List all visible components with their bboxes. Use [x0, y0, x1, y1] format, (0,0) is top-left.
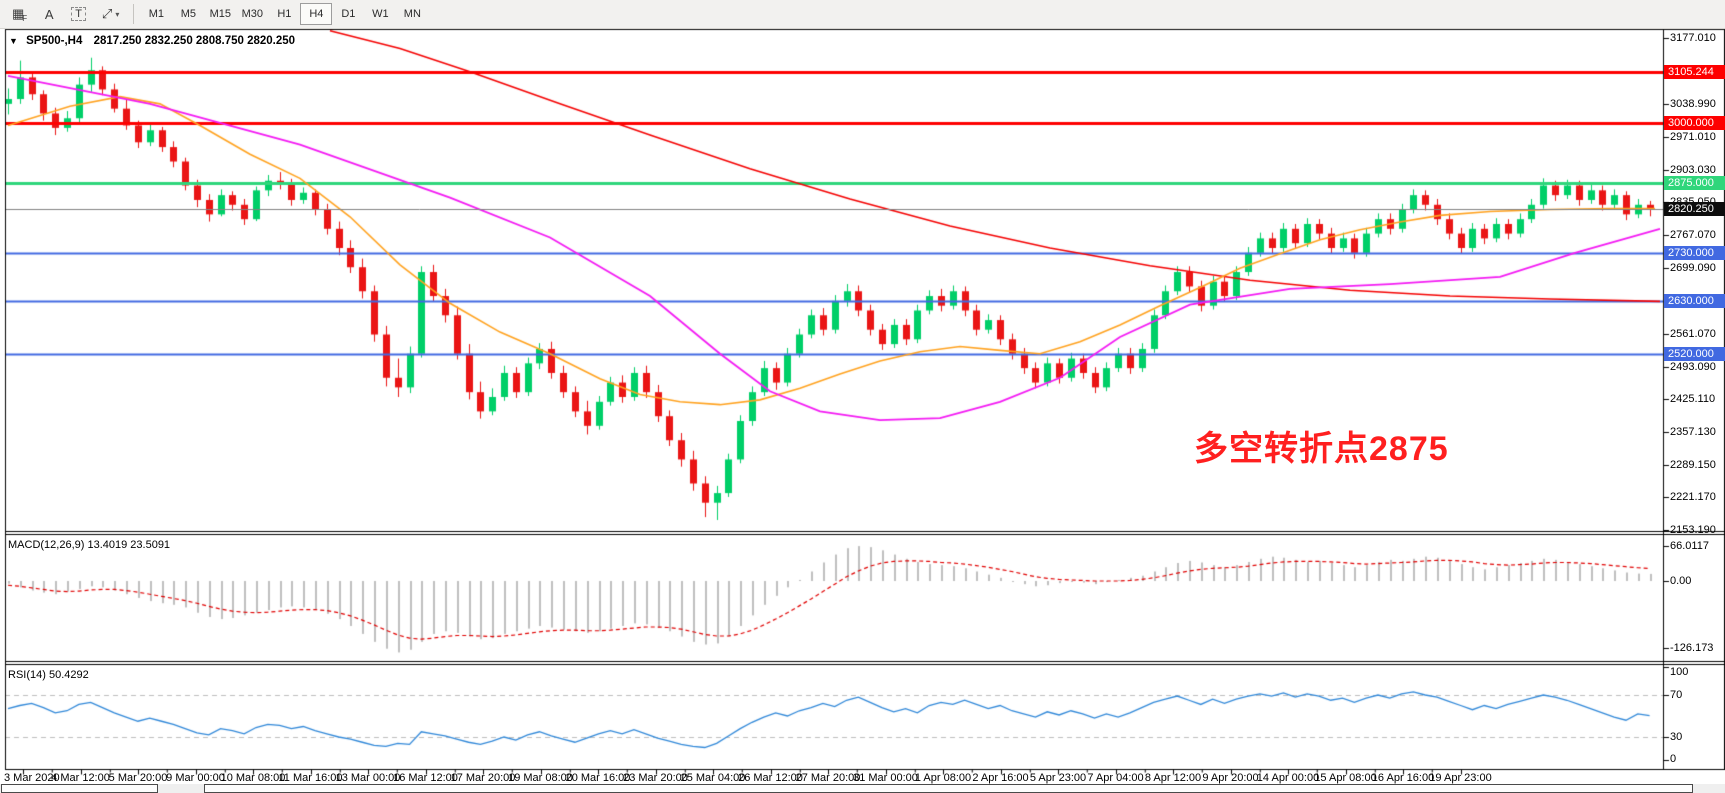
price-level-badge-2730.000: 2730.000	[1664, 245, 1725, 260]
time-axis-label: 19 Apr 23:00	[1429, 772, 1492, 784]
time-axis-label: 16 Apr 16:00	[1371, 772, 1435, 784]
time-axis-label: 20 Mar 16:00	[565, 772, 631, 784]
time-axis-label: 4 Mar 12:00	[51, 772, 110, 784]
time-axis-label: 11 Mar 16:00	[278, 772, 343, 784]
symbol-dropdown-icon[interactable]: ▼	[9, 36, 18, 46]
macd-axis-label: -126.173	[1670, 641, 1714, 654]
price-axis-label: 2561.070	[1670, 327, 1716, 340]
timeframe-button-h1[interactable]: H1	[268, 3, 300, 25]
timeframe-button-mn[interactable]: MN	[396, 3, 428, 25]
macd-indicator-label: MACD(12,26,9) 13.4019 23.5091	[8, 539, 171, 551]
timeframe-button-m5[interactable]: M5	[172, 3, 204, 25]
price-axis-label: 2153.190	[1670, 524, 1716, 536]
price-axis-label: 2699.090	[1670, 261, 1716, 274]
horizontal-scrollbar-thumb[interactable]	[204, 784, 1693, 793]
time-axis-label: 8 Apr 12:00	[1144, 772, 1202, 784]
cursor-mode-icon[interactable]: ⤢ ▾	[95, 3, 126, 25]
text-annotation-icon[interactable]: A	[36, 3, 62, 25]
time-axis-label: 19 Mar 08:00	[508, 772, 573, 784]
time-axis-label: 15 Apr 08:00	[1314, 772, 1377, 784]
timeframe-button-m15[interactable]: M15	[204, 3, 236, 25]
time-axis-label: 1 Apr 08:00	[914, 772, 972, 784]
chart-header[interactable]: ▼ SP500-,H4 2817.250 2832.250 2808.750 2…	[9, 35, 295, 47]
time-axis-label: 13 Mar 00:00	[335, 772, 401, 784]
price-level-badge-2875.000: 2875.000	[1664, 176, 1725, 191]
time-axis-label: 16 Mar 12:00	[393, 772, 458, 784]
timeframe-button-h4[interactable]: H4	[300, 3, 333, 25]
price-level-badge-3105.244: 3105.244	[1664, 65, 1725, 80]
text-box-icon[interactable]: T	[64, 3, 93, 25]
time-axis-label: 7 Apr 04:00	[1087, 772, 1144, 784]
price-axis-label: 2289.150	[1670, 458, 1716, 471]
time-axis-label: 17 Mar 20:00	[450, 772, 516, 784]
price-level-badge-2820.250: 2820.250	[1664, 202, 1725, 217]
price-axis-label: 2903.030	[1670, 163, 1716, 176]
price-level-badge-2520.000: 2520.000	[1664, 346, 1725, 361]
timeframe-button-w1[interactable]: W1	[364, 3, 396, 25]
timeframe-button-m1[interactable]: M1	[140, 3, 172, 25]
time-axis-label: 10 Mar 08:00	[220, 772, 286, 784]
price-axis-label: 2971.010	[1670, 131, 1716, 143]
rsi-axis-label: 100	[1670, 666, 1689, 678]
templates-grid-icon[interactable]: ▦ F	[5, 3, 34, 25]
time-axis-label: 14 Apr 00:00	[1256, 772, 1320, 784]
price-axis-label: 2493.090	[1670, 360, 1716, 373]
time-axis-label: 31 Mar 00:00	[853, 772, 918, 784]
macd-axis-label: 0.00	[1670, 575, 1692, 587]
rsi-axis-label: 0	[1670, 753, 1677, 765]
price-axis-label: 2767.070	[1670, 229, 1716, 241]
time-axis-label: 23 Mar 20:00	[623, 772, 688, 784]
time-axis-label: 26 Mar 12:00	[738, 772, 803, 784]
rsi-axis-label: 30	[1670, 731, 1683, 743]
price-axis-label: 3038.990	[1670, 98, 1716, 111]
time-axis-label: 9 Apr 20:00	[1202, 772, 1259, 784]
tool-button-group: ▦ F A T ⤢ ▾	[4, 3, 127, 25]
time-axis-label: 25 Mar 04:00	[680, 772, 746, 784]
timeframe-button-m30[interactable]: M30	[236, 3, 268, 25]
toolbar: ▦ F A T ⤢ ▾ M1 M5 M15 M30 H1 H4 D1 W1 MN	[0, 0, 1725, 29]
timeframe-button-d1[interactable]: D1	[332, 3, 364, 25]
time-axis-label: 3 Mar 2020	[4, 772, 60, 784]
chart-annotation-text: 多空转折点2875	[1194, 430, 1449, 468]
scrollbar-left-segment[interactable]	[1, 784, 158, 793]
price-axis-label: 2357.130	[1670, 425, 1716, 438]
symbol-period-label: SP500-,H4	[26, 35, 83, 47]
time-axis-label: 5 Mar 20:00	[108, 772, 168, 784]
timeframe-button-group: M1 M5 M15 M30 H1 H4 D1 W1 MN	[140, 3, 428, 25]
rsi-indicator-label: RSI(14) 50.4292	[8, 669, 89, 681]
time-axis-label: 27 Mar 20:00	[795, 772, 861, 784]
time-axis-label: 5 Apr 23:00	[1029, 772, 1087, 784]
time-axis-label: 9 Mar 00:00	[166, 772, 225, 784]
time-axis-label: 2 Apr 16:00	[972, 772, 1029, 784]
macd-axis-label: 66.0117	[1670, 540, 1709, 553]
rsi-axis-label: 70	[1670, 689, 1683, 701]
price-axis-label: 2425.110	[1670, 393, 1716, 406]
price-level-badge-2630.000: 2630.000	[1664, 293, 1725, 308]
ohlc-values: 2817.250 2832.250 2808.750 2820.250	[93, 35, 296, 47]
price-level-badge-3000.000: 3000.000	[1664, 116, 1725, 131]
price-axis-label: 2221.170	[1670, 491, 1716, 504]
toolbar-separator	[133, 4, 135, 24]
price-axis-label: 3177.010	[1670, 32, 1716, 44]
